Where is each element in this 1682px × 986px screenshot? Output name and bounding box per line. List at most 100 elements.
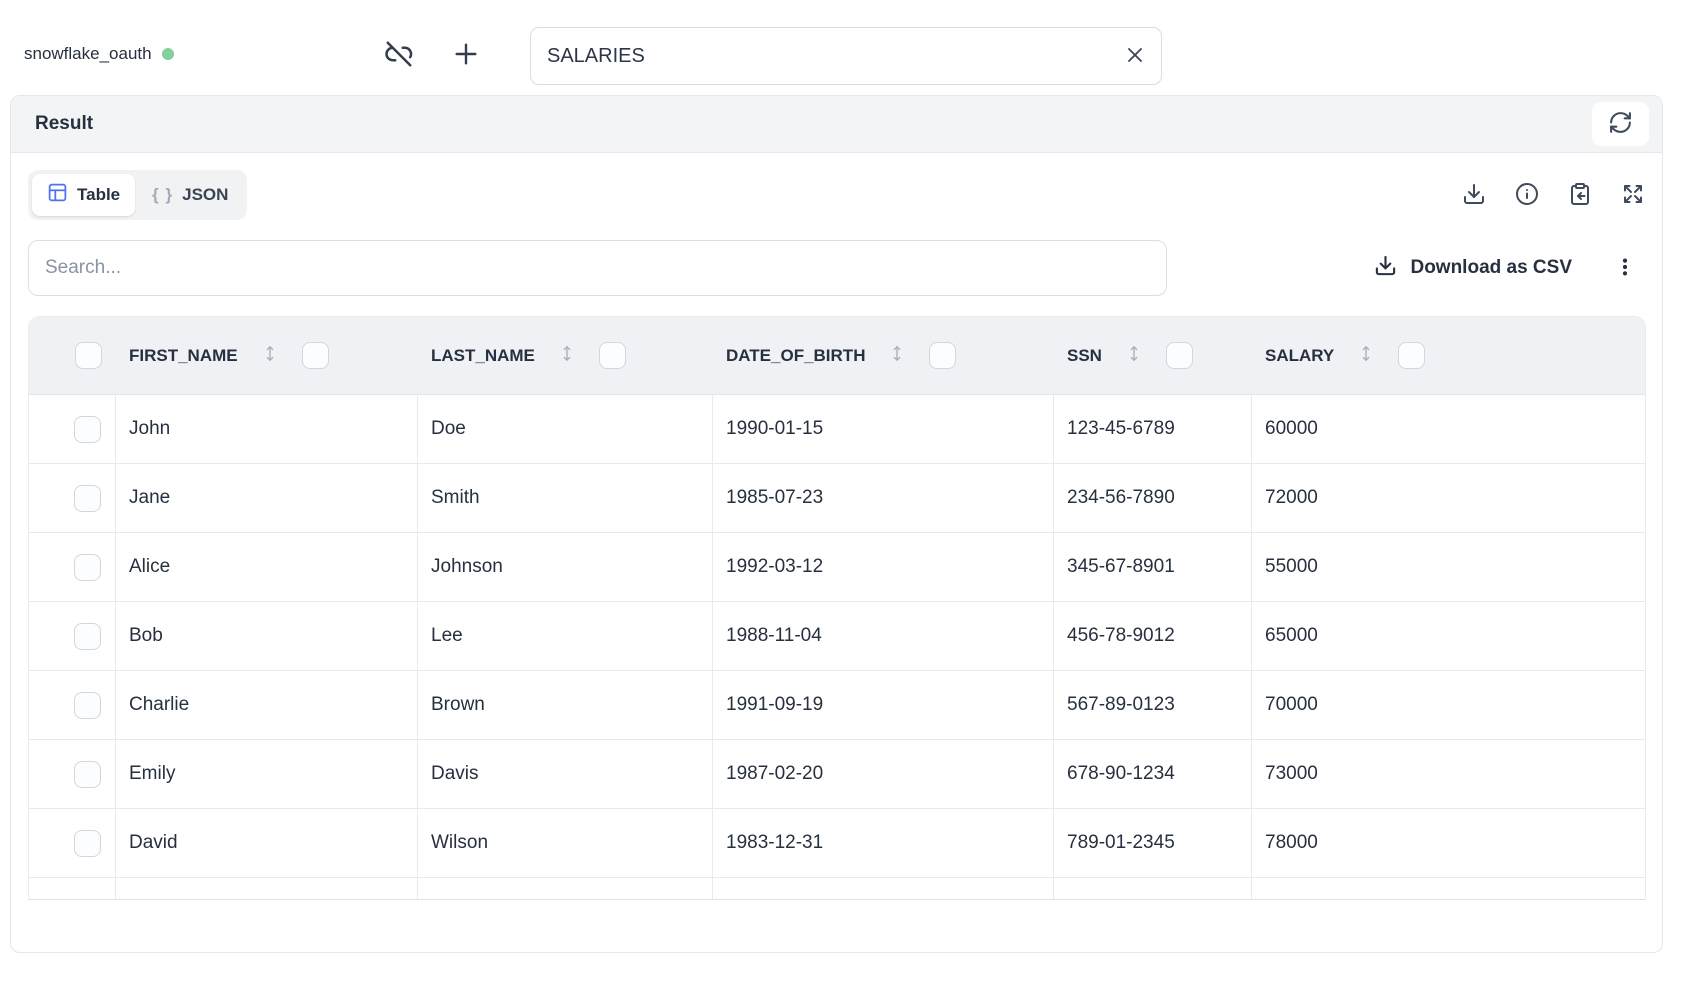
refresh-button[interactable] [1592, 102, 1649, 146]
select-all-checkbox[interactable] [75, 342, 102, 369]
cell-date-of-birth [713, 878, 1054, 899]
search-toolbar: Download as CSV [28, 240, 1646, 296]
table-icon [47, 182, 68, 208]
column-select-checkbox[interactable] [598, 342, 626, 369]
row-select-cell [29, 533, 116, 601]
table-name-input[interactable] [547, 44, 1123, 68]
copy-to-clipboard-button[interactable] [1568, 182, 1592, 209]
cell-last-name: Davis [418, 740, 713, 808]
cell-ssn [1054, 878, 1252, 899]
row-select-cell [29, 602, 116, 670]
sort-icon[interactable] [262, 343, 278, 369]
row-select-cell [29, 395, 116, 463]
sort-icon[interactable] [1126, 343, 1142, 369]
sort-icon[interactable] [1358, 343, 1374, 369]
unlink-icon [384, 39, 414, 72]
row-checkbox[interactable] [74, 691, 101, 719]
table-row: David Wilson 1983-12-31 789-01-2345 78000 [29, 809, 1645, 878]
cell-ssn: 234-56-7890 [1054, 464, 1252, 532]
cell-salary: 70000 [1265, 694, 1318, 715]
cell-last-name [418, 878, 713, 899]
clear-table-name-button[interactable] [1123, 43, 1147, 70]
expand-button[interactable] [1621, 182, 1645, 209]
cell-salary: 55000 [1265, 556, 1318, 577]
cell-ssn: 678-90-1234 [1054, 740, 1252, 808]
cell-first-name: Emily [116, 740, 418, 808]
result-panel-body: Table { } JSON [11, 153, 1662, 900]
tab-json[interactable]: { } JSON [137, 177, 243, 213]
cell-first-name [116, 878, 418, 899]
download-icon [1462, 182, 1486, 209]
header-cell-ssn: SSN [1054, 342, 1252, 369]
column-label: SALARY [1265, 345, 1335, 365]
cell-salary: 65000 [1265, 625, 1318, 646]
expand-icon [1621, 182, 1645, 209]
row-select-cell [29, 671, 116, 739]
row-select-cell [29, 809, 116, 877]
row-select-cell [29, 464, 116, 532]
row-checkbox[interactable] [74, 553, 101, 581]
cell-date-of-birth: 1991-09-19 [713, 671, 1054, 739]
row-checkbox[interactable] [74, 760, 101, 788]
cell-date-of-birth: 1988-11-04 [713, 602, 1054, 670]
cell-salary: 72000 [1265, 487, 1318, 508]
cell-salary [1252, 878, 1645, 899]
disconnect-button[interactable] [382, 38, 416, 72]
header-cell-salary: SALARY [1252, 342, 1645, 369]
row-checkbox[interactable] [74, 622, 101, 650]
download-csv-button[interactable]: Download as CSV [1374, 254, 1572, 283]
table-header-row: FIRST_NAME LAST_NAME [29, 317, 1645, 395]
table-row: Alice Johnson 1992-03-12 345-67-8901 55000 [29, 533, 1645, 602]
panel-title: Result [35, 113, 94, 134]
add-query-button[interactable] [449, 38, 483, 72]
sort-icon[interactable] [889, 343, 905, 369]
cell-salary: 73000 [1265, 763, 1318, 784]
tab-table-label: Table [77, 185, 121, 204]
cell-ssn: 345-67-8901 [1054, 533, 1252, 601]
table-body: John Doe 1990-01-15 123-45-6789 60000 Jane Smi… [29, 395, 1645, 899]
info-button[interactable] [1515, 182, 1539, 209]
cell-date-of-birth: 1985-07-23 [713, 464, 1054, 532]
cell-ssn: 789-01-2345 [1054, 809, 1252, 877]
tab-table[interactable]: Table [32, 174, 136, 216]
header-cell-date-of-birth: DATE_OF_BIRTH [713, 342, 1054, 369]
column-select-checkbox[interactable] [1165, 342, 1193, 369]
header-cell-select [29, 342, 116, 369]
table-row: Charlie Brown 1991-09-19 567-89-0123 70000 [29, 671, 1645, 740]
cell-ssn: 456-78-9012 [1054, 602, 1252, 670]
row-checkbox[interactable] [74, 484, 101, 512]
cell-last-name: Brown [418, 671, 713, 739]
download-button[interactable] [1462, 182, 1486, 209]
column-select-checkbox[interactable] [301, 342, 329, 369]
table-name-field [530, 27, 1162, 85]
plus-icon [450, 38, 482, 73]
cell-last-name: Wilson [418, 809, 713, 877]
cell-last-name: Doe [418, 395, 713, 463]
result-panel: Result [10, 95, 1663, 953]
header-cell-first-name: FIRST_NAME [116, 342, 418, 369]
column-select-checkbox[interactable] [929, 342, 957, 369]
cell-last-name: Johnson [418, 533, 713, 601]
more-options-button[interactable] [1614, 254, 1636, 283]
download-csv-label: Download as CSV [1410, 257, 1572, 278]
clipboard-paste-icon [1568, 182, 1592, 209]
column-select-checkbox[interactable] [1398, 342, 1426, 369]
info-icon [1515, 182, 1539, 209]
table-row: John Doe 1990-01-15 123-45-6789 60000 [29, 395, 1645, 464]
cell-date-of-birth: 1983-12-31 [713, 809, 1054, 877]
cell-first-name: John [116, 395, 418, 463]
row-checkbox[interactable] [74, 829, 101, 857]
cell-ssn: 567-89-0123 [1054, 671, 1252, 739]
column-label: DATE_OF_BIRTH [726, 345, 866, 365]
json-braces-icon: { } [152, 185, 174, 204]
search-input[interactable] [28, 240, 1167, 296]
sort-icon[interactable] [559, 343, 575, 369]
cell-salary: 78000 [1265, 832, 1318, 853]
kebab-menu-icon [1614, 254, 1636, 283]
header-cell-last-name: LAST_NAME [418, 342, 713, 369]
table-row: Bob Lee 1988-11-04 456-78-9012 65000 [29, 602, 1645, 671]
cell-salary: 60000 [1265, 418, 1318, 439]
row-checkbox[interactable] [74, 415, 101, 443]
refresh-icon [1608, 110, 1633, 138]
view-tab-group: Table { } JSON [28, 170, 248, 220]
